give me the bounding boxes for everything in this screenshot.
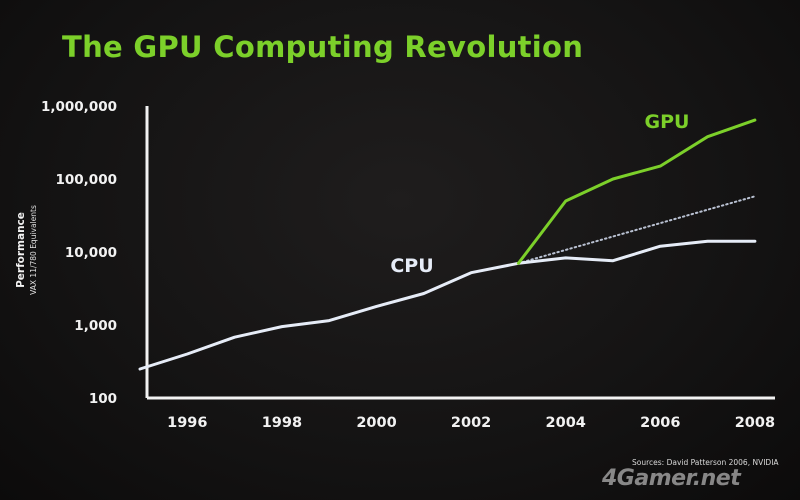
x-tick-label: 2004 xyxy=(546,415,586,431)
watermark-logo: 4Gamer.net xyxy=(602,466,741,491)
y-tick-label: 100 xyxy=(89,391,117,407)
y-axis-sublabel: VAX 11/780 Equivalents xyxy=(29,205,38,295)
y-tick-label: 100,000 xyxy=(56,172,118,188)
cpu-series-label: CPU xyxy=(390,255,433,277)
gpu-series-line xyxy=(516,118,757,265)
trend-projection-line xyxy=(517,195,756,265)
x-tick-label: 1996 xyxy=(167,415,207,431)
y-tick-label: 1,000,000 xyxy=(41,99,117,115)
x-tick-label: 2000 xyxy=(356,415,396,431)
gpu-series-label: GPU xyxy=(645,111,690,133)
x-tick-label: 2002 xyxy=(451,415,491,431)
x-tick-label: 1998 xyxy=(262,415,302,431)
y-tick-label: 1,000 xyxy=(74,318,117,334)
x-tick-label: 2008 xyxy=(735,415,775,431)
chart-title: The GPU Computing Revolution xyxy=(62,30,584,64)
x-tick-label: 2006 xyxy=(640,415,680,431)
y-axis-label: Performance xyxy=(15,212,27,288)
source-note: Sources: David Patterson 2006, NVIDIA xyxy=(632,458,779,467)
y-tick-label: 10,000 xyxy=(65,245,117,261)
cpu-series-line xyxy=(138,239,757,371)
